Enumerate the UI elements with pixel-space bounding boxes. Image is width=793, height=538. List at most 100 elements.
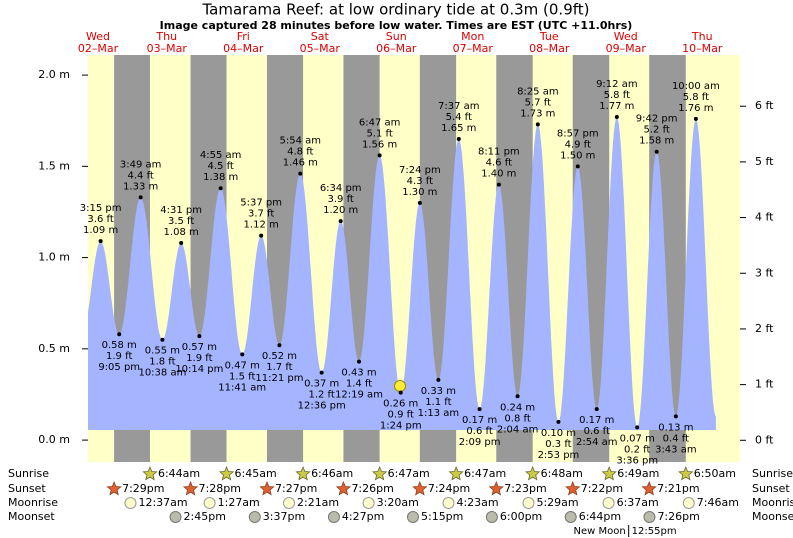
extreme-feet: 0.4 ft xyxy=(663,433,689,444)
extreme-height: 1.30 m xyxy=(402,187,437,198)
extreme-feet: 5.7 ft xyxy=(525,97,551,108)
extreme-feet: 0.8 ft xyxy=(504,413,530,424)
extreme-height: 1.20 m xyxy=(323,205,358,216)
sunset-time: 7:27pm xyxy=(275,482,317,495)
date-label: 06–Mar xyxy=(376,42,417,55)
extreme-feet: 0.6 ft xyxy=(466,426,492,437)
extreme-time: 8:25 am xyxy=(517,86,559,97)
date-label: 08–Mar xyxy=(529,42,570,55)
moon-icon xyxy=(282,497,295,509)
extreme-height: 0.58 m xyxy=(102,340,137,351)
moonset-time: 7:26pm xyxy=(657,510,699,523)
extreme-height: 0.10 m xyxy=(541,428,576,439)
date-label: 09–Mar xyxy=(606,42,647,55)
sunrise-time: 6:45am xyxy=(235,467,277,480)
extreme-height: 1.40 m xyxy=(481,169,516,180)
extreme-feet: 1.9 ft xyxy=(186,353,212,364)
extreme-time: 7:24 pm xyxy=(399,165,441,176)
moonrise-time: 12:37am xyxy=(138,496,187,509)
extreme-point xyxy=(197,334,202,339)
moon-icon xyxy=(203,497,216,509)
extreme-point xyxy=(319,370,324,375)
extreme-feet: 1.1 ft xyxy=(425,397,451,408)
extreme-point xyxy=(298,171,303,176)
y-tick-label: 2.0 m xyxy=(38,68,70,81)
extreme-point xyxy=(673,414,678,419)
extreme-feet: 3.7 ft xyxy=(248,209,274,220)
extreme-point xyxy=(138,195,143,200)
date-label: 04–Mar xyxy=(223,42,264,55)
y-tick-label: 0.0 m xyxy=(38,433,70,446)
extreme-feet: 5.2 ft xyxy=(643,125,669,136)
y2-tick-label: 2 ft xyxy=(755,322,774,335)
chart-subtitle: Image captured 28 minutes before low wat… xyxy=(160,19,633,32)
extreme-height: 0.43 m xyxy=(341,368,376,379)
chart-title: Tamarama Reef: at low ordinary tide at 0… xyxy=(202,1,590,19)
extreme-point xyxy=(436,377,441,382)
extreme-point xyxy=(515,394,520,399)
sunset-time: 7:29pm xyxy=(122,482,164,495)
extreme-feet: 0.6 ft xyxy=(584,426,610,437)
extreme-height: 0.17 m xyxy=(462,415,497,426)
extreme-feet: 5.1 ft xyxy=(366,128,392,139)
sun-icon xyxy=(448,465,464,481)
extreme-height: 0.26 m xyxy=(383,399,418,410)
extreme-point xyxy=(654,149,659,154)
sunrise-time: 6:47am xyxy=(388,467,430,480)
extreme-feet: 4.4 ft xyxy=(127,170,153,181)
extreme-time: 2:53 pm xyxy=(538,450,580,461)
sun-icon xyxy=(182,480,199,496)
extreme-time: 8:11 pm xyxy=(478,147,520,158)
moonrise-time: 6:37am xyxy=(617,496,659,509)
moonrise-time: 3:20am xyxy=(377,496,419,509)
extreme-time: 11:21 pm xyxy=(255,373,303,384)
moon-icon xyxy=(485,511,498,523)
extreme-time: 5:54 am xyxy=(280,136,322,147)
extreme-point xyxy=(160,337,165,342)
moon-icon xyxy=(522,497,535,509)
extreme-time: 11:41 am xyxy=(218,382,266,393)
extreme-feet: 1.9 ft xyxy=(106,351,132,362)
extreme-height: 0.57 m xyxy=(182,342,217,353)
extreme-height: 1.09 m xyxy=(83,225,118,236)
extreme-height: 0.55 m xyxy=(145,346,180,357)
extreme-time: 3:49 am xyxy=(120,159,162,170)
extreme-height: 1.65 m xyxy=(441,123,476,134)
extreme-feet: 5.4 ft xyxy=(446,112,472,123)
extreme-height: 0.24 m xyxy=(500,402,535,413)
sunrise-time: 6:46am xyxy=(311,467,353,480)
extreme-time: 6:34 pm xyxy=(320,183,362,194)
sun-icon xyxy=(106,480,122,496)
date-label: 02–Mar xyxy=(78,42,119,55)
extreme-time: 3:43 am xyxy=(655,444,697,455)
sun-icon xyxy=(641,480,657,496)
extreme-feet: 0.3 ft xyxy=(545,439,571,450)
moonset-time: 2:45pm xyxy=(184,510,226,523)
y2-tick-label: 5 ft xyxy=(755,155,774,168)
extreme-time: 2:54 am xyxy=(576,437,618,448)
y2-tick-label: 4 ft xyxy=(755,211,774,224)
extreme-point xyxy=(594,407,599,412)
extreme-feet: 5.8 ft xyxy=(683,92,709,103)
extreme-height: 0.17 m xyxy=(579,415,614,426)
extreme-point xyxy=(117,332,122,337)
weekday-label: Tue xyxy=(539,30,559,43)
weekday-label: Mon xyxy=(461,30,484,43)
sun-icon xyxy=(259,480,275,496)
extreme-feet: 1.7 ft xyxy=(266,362,292,373)
extreme-point xyxy=(240,352,245,357)
weekday-label: Thu xyxy=(155,30,177,43)
extreme-height: 1.12 m xyxy=(244,220,279,231)
extreme-time: 10:00 am xyxy=(672,81,720,92)
moonset-time: 6:44pm xyxy=(579,510,621,523)
extreme-time: 10:38 am xyxy=(138,368,186,379)
extreme-height: 1.50 m xyxy=(560,150,595,161)
extreme-height: 0.07 m xyxy=(620,433,655,444)
extreme-point xyxy=(98,239,103,244)
extreme-feet: 3.9 ft xyxy=(328,194,354,205)
sunset-time: 7:26pm xyxy=(351,482,393,495)
extreme-point xyxy=(398,390,403,395)
extreme-feet: 4.9 ft xyxy=(565,139,591,150)
sunrise-time: 6:48am xyxy=(541,467,583,480)
